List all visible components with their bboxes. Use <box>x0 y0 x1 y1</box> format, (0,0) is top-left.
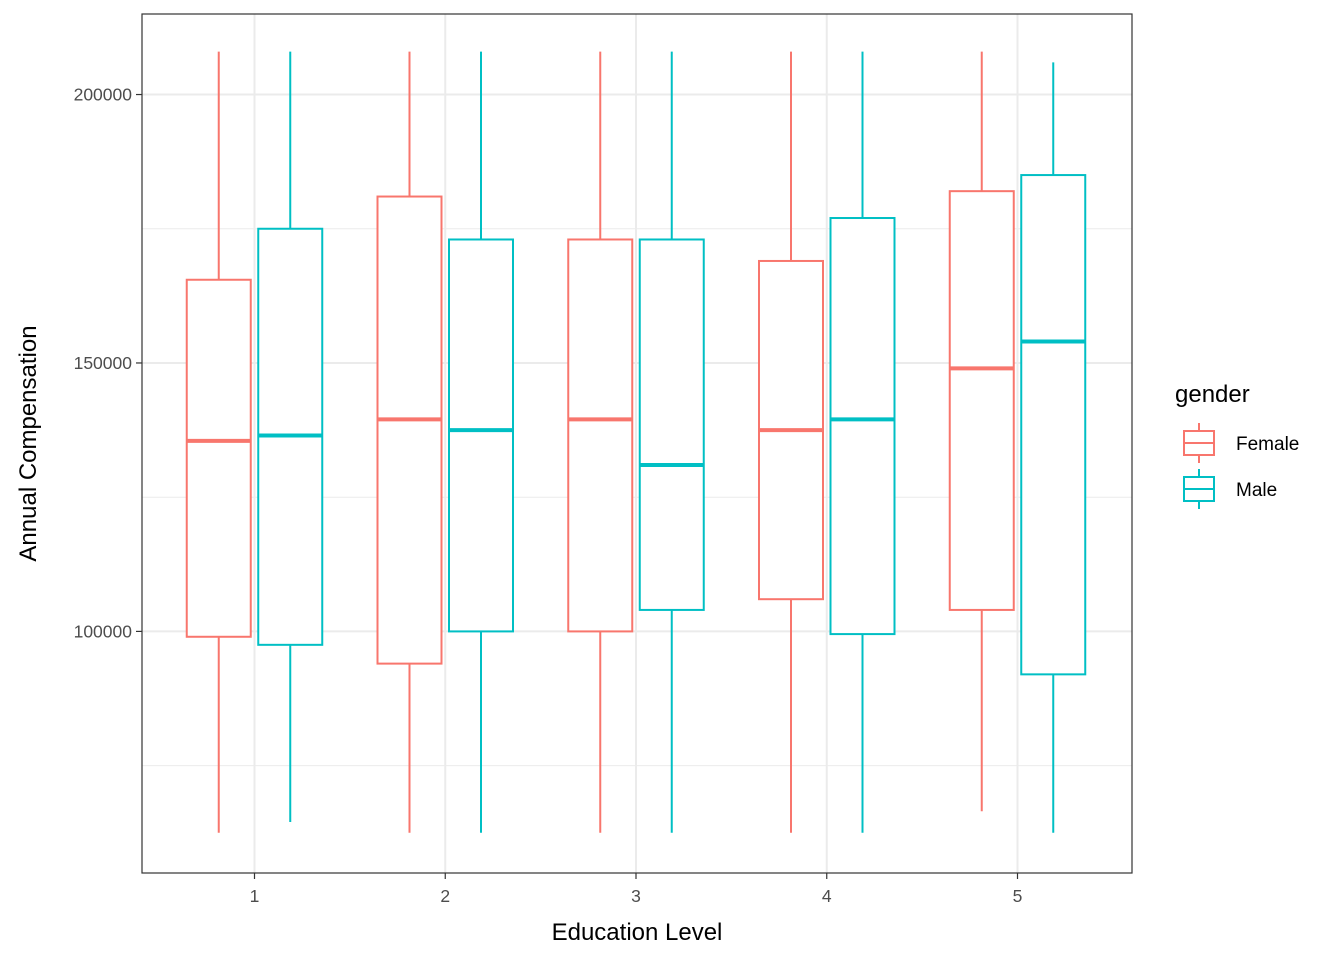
x-tick-label: 5 <box>1013 886 1023 906</box>
box-male-4 <box>829 51 896 833</box>
x-tick-label: 1 <box>250 886 260 906</box>
box-male-2 <box>448 51 514 833</box>
x-tick-label: 3 <box>631 886 641 906</box>
y-tick-label: 100000 <box>74 621 133 641</box>
box-female-5 <box>948 51 1015 812</box>
box-iqr <box>1020 174 1087 676</box>
box-female-2 <box>376 51 443 833</box>
box-iqr <box>638 238 705 611</box>
y-tick-label: 200000 <box>74 85 133 105</box>
box-female-3 <box>567 51 634 833</box>
axes: 100000 150000 200000 1 2 3 4 5 <box>74 85 1023 906</box>
box-layer <box>185 51 1087 833</box>
box-iqr <box>376 195 443 665</box>
legend: gender Female Male <box>1175 381 1299 509</box>
box-female-1 <box>185 51 252 833</box>
box-male-3 <box>638 51 705 833</box>
box-iqr <box>829 217 896 636</box>
legend-key-female <box>1183 423 1215 463</box>
box-iqr <box>185 278 252 638</box>
x-tick-label: 2 <box>440 886 450 906</box>
box-male-5 <box>1020 62 1087 833</box>
x-axis-title: Education Level <box>552 919 723 946</box>
legend-title: gender <box>1175 381 1250 408</box>
box-female-4 <box>758 51 824 833</box>
legend-label: Female <box>1236 434 1299 455</box>
box-male-1 <box>257 51 324 822</box>
panel-border <box>141 13 1133 874</box>
box-iqr <box>567 238 634 633</box>
legend-key-male <box>1183 469 1215 509</box>
y-axis-title: Annual Compensation <box>15 325 42 561</box>
x-tick-label: 4 <box>822 886 832 906</box>
y-tick-label: 150000 <box>74 353 133 373</box>
box-iqr <box>448 238 514 633</box>
box-iqr <box>948 190 1015 611</box>
legend-label: Male <box>1236 480 1277 501</box>
